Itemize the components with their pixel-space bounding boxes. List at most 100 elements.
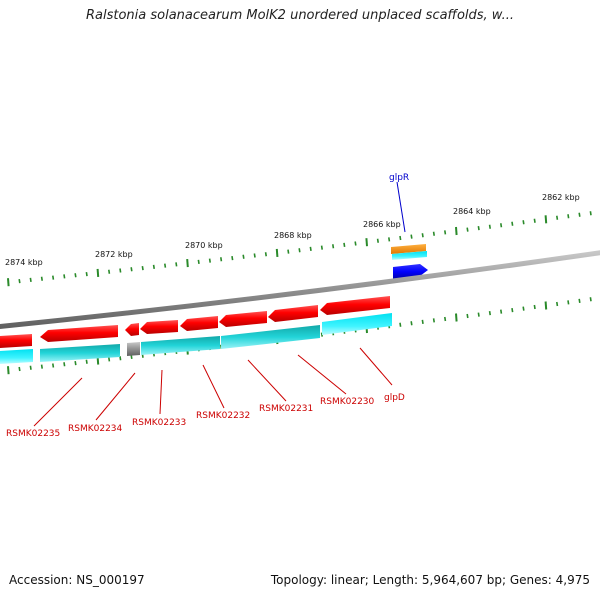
- major-tick: [275, 248, 279, 257]
- minor-tick: [108, 357, 111, 362]
- major-tick: [455, 313, 458, 322]
- gene-bar[interactable]: [0, 349, 33, 364]
- cds-arrow-glpD[interactable]: [320, 296, 390, 315]
- minor-tick: [500, 309, 503, 314]
- scale-label: 2862 kbp: [542, 193, 580, 202]
- minor-tick: [309, 246, 312, 252]
- minor-tick: [444, 316, 447, 322]
- minor-tick: [376, 238, 379, 243]
- sequence-backbone: [0, 250, 600, 330]
- minor-tick: [152, 264, 155, 270]
- minor-tick: [119, 356, 122, 361]
- cds-arrow-RSMK02231[interactable]: [180, 316, 218, 331]
- minor-tick: [556, 215, 559, 220]
- cds-arrow-RSMK02232[interactable]: [140, 320, 178, 334]
- gene-label[interactable]: RSMK02234: [68, 424, 123, 434]
- cds-arrow-RSMK02230[interactable]: [219, 311, 267, 327]
- cds-arrow-RSMK02234[interactable]: [40, 325, 118, 342]
- cds-track-reverse: [0, 296, 390, 348]
- gene-label[interactable]: RSMK02230: [320, 397, 375, 407]
- minor-tick: [567, 214, 570, 219]
- minor-tick: [253, 253, 256, 258]
- minor-tick: [589, 297, 592, 302]
- minor-tick: [231, 255, 234, 261]
- minor-tick: [488, 310, 491, 316]
- minor-tick: [511, 307, 514, 313]
- major-tick: [186, 259, 189, 268]
- minor-tick: [119, 268, 122, 273]
- label-leader-line: [396, 181, 406, 233]
- minor-tick: [500, 223, 503, 228]
- minor-tick: [29, 277, 32, 283]
- minor-tick: [567, 300, 570, 305]
- cds-arrow-RSMK02233[interactable]: [125, 323, 139, 336]
- major-tick: [7, 366, 10, 375]
- scale-label: 2870 kbp: [185, 241, 223, 250]
- minor-tick: [242, 254, 245, 259]
- page-title: Ralstonia solanacearum MolK2 unordered u…: [85, 8, 514, 23]
- minor-tick: [399, 235, 402, 241]
- minor-tick: [74, 360, 77, 366]
- gene-label[interactable]: glpD: [384, 393, 405, 403]
- gene-label[interactable]: RSMK02233: [132, 418, 186, 428]
- minor-tick: [589, 211, 592, 216]
- minor-tick: [85, 271, 88, 277]
- minor-tick: [466, 313, 469, 319]
- gene-bar-pseudo[interactable]: [127, 342, 140, 356]
- gene-feature-bar[interactable]: [392, 251, 427, 260]
- scale-label: 2874 kbp: [5, 258, 43, 267]
- orange-feature-arrow[interactable]: [391, 244, 426, 254]
- minor-tick: [522, 220, 525, 225]
- minor-tick: [208, 258, 211, 263]
- minor-tick: [466, 227, 469, 232]
- minor-tick: [556, 301, 559, 307]
- gene-bar[interactable]: [322, 313, 392, 335]
- minor-tick: [343, 242, 346, 248]
- cds-arrow-RSMK02235[interactable]: [0, 334, 32, 348]
- major-tick: [544, 301, 548, 310]
- gene-bar[interactable]: [141, 336, 220, 355]
- minor-tick: [130, 267, 133, 272]
- cds-arrow-extra[interactable]: [268, 305, 318, 322]
- scale-ticks-upper: [7, 211, 592, 287]
- minor-tick: [511, 221, 514, 226]
- scale-label: 2864 kbp: [453, 207, 491, 216]
- minor-tick: [522, 306, 525, 311]
- minor-tick: [63, 274, 66, 279]
- scale-labels: 2874 kbp 2872 kbp 2870 kbp 2868 kbp 2866…: [5, 193, 580, 267]
- minor-tick: [85, 359, 88, 364]
- gene-bar[interactable]: [40, 344, 120, 362]
- gene-bar[interactable]: [221, 325, 320, 349]
- gene-label[interactable]: RSMK02232: [196, 411, 250, 421]
- minor-tick: [141, 265, 144, 271]
- minor-tick: [74, 273, 77, 278]
- minor-tick: [533, 218, 536, 223]
- minor-tick: [320, 245, 323, 250]
- scale-label: 2866 kbp: [363, 220, 401, 229]
- gene-label[interactable]: RSMK02231: [259, 404, 313, 414]
- minor-tick: [477, 225, 480, 231]
- minor-tick: [220, 257, 223, 262]
- minor-tick: [164, 263, 167, 268]
- minor-tick: [533, 304, 536, 310]
- minor-tick: [63, 362, 66, 367]
- minor-tick: [421, 233, 424, 238]
- label-leader-lines: [33, 347, 393, 427]
- minor-tick: [388, 237, 391, 242]
- minor-tick: [421, 319, 424, 325]
- minor-tick: [18, 278, 21, 284]
- gene-label-glpR[interactable]: glpR: [389, 173, 409, 183]
- minor-tick: [108, 269, 111, 274]
- minor-tick: [432, 231, 435, 236]
- gene-track-reverse: [0, 313, 392, 364]
- gene-labels: RSMK02235 RSMK02234 RSMK02233 RSMK02232 …: [6, 393, 405, 439]
- minor-tick: [444, 230, 447, 235]
- gene-label[interactable]: RSMK02235: [6, 429, 60, 439]
- minor-tick: [410, 321, 413, 326]
- minor-tick: [399, 322, 402, 327]
- minor-tick: [197, 259, 200, 265]
- accession-text: Accession: NS_000197: [9, 573, 145, 587]
- major-tick: [96, 268, 100, 277]
